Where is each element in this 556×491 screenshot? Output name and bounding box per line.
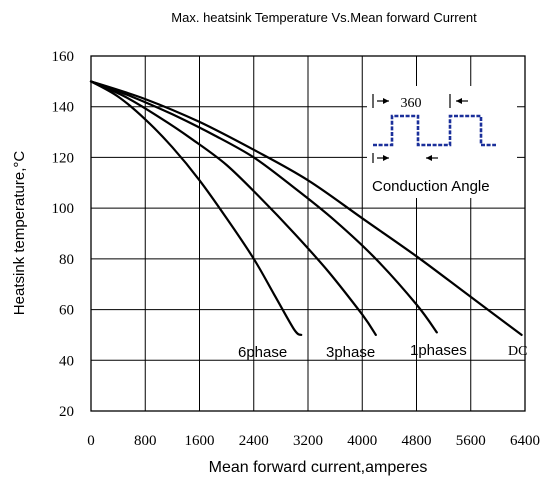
series-label-dc: DC xyxy=(508,344,527,359)
series-label-6phase: 6phase xyxy=(238,344,287,361)
x-tick-label: 4000 xyxy=(347,433,377,449)
x-tick-label: 0 xyxy=(87,433,95,449)
plot-frame xyxy=(90,55,526,412)
y-tick-label: 100 xyxy=(52,201,75,217)
x-tick-label: 800 xyxy=(134,433,157,449)
x-tick-label: 1600 xyxy=(185,433,215,449)
y-tick-label: 160 xyxy=(52,49,75,65)
x-tick-label: 3200 xyxy=(293,433,323,449)
y-axis-label: Heatsink temperature,°C xyxy=(11,151,28,316)
x-tick-label: 4800 xyxy=(402,433,432,449)
x-tick-label: 5600 xyxy=(456,433,486,449)
series-label-3phase: 3phase xyxy=(326,344,375,361)
angle-arrowhead-left xyxy=(383,155,389,161)
chart-title: Max. heatsink Temperature Vs.Mean forwar… xyxy=(171,10,477,25)
series-label-1phases: 1phases xyxy=(410,342,467,359)
series-line-3phase xyxy=(89,80,377,336)
y-tick-label: 140 xyxy=(52,100,75,116)
y-tick-label: 40 xyxy=(59,353,74,369)
series-lines xyxy=(89,80,523,336)
series-line-1phases xyxy=(89,80,438,334)
period-arrowhead-left xyxy=(383,98,389,104)
y-tick-label: 20 xyxy=(59,404,74,420)
x-tick-labels: 0 800 1600 2400 3200 4000 4800 5600 6400 xyxy=(87,433,540,449)
conduction-waveform xyxy=(373,114,496,147)
y-tick-labels: 20 40 60 80 100 120 140 160 xyxy=(52,49,75,420)
period-label: 360 xyxy=(401,96,422,111)
conduction-angle-inset: 360 Conduction Angle xyxy=(367,86,517,198)
x-tick-label: 6400 xyxy=(510,433,540,449)
y-tick-label: 80 xyxy=(59,252,74,268)
inset-background xyxy=(367,86,517,198)
angle-arrowhead-right xyxy=(426,155,432,161)
y-tick-label: 60 xyxy=(59,303,74,319)
inset-caption: Conduction Angle xyxy=(372,178,490,195)
series-line-6phase xyxy=(89,80,303,336)
x-axis-label: Mean forward current,amperes xyxy=(209,459,428,476)
x-tick-label: 2400 xyxy=(239,433,269,449)
y-tick-label: 120 xyxy=(52,150,75,166)
series-line-dc xyxy=(89,80,523,336)
period-arrowhead-right xyxy=(456,98,462,104)
